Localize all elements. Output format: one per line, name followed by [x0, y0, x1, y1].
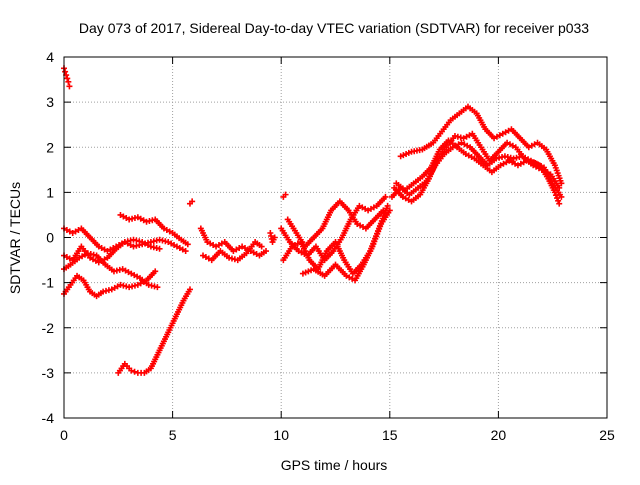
- data-point: [558, 180, 565, 187]
- x-tick-label: 10: [273, 427, 289, 443]
- x-tick-label: 15: [382, 427, 398, 443]
- y-tick-label: -3: [42, 365, 55, 381]
- x-tick-label: 5: [169, 427, 177, 443]
- data-points: [61, 65, 565, 376]
- y-tick-label: 0: [46, 230, 54, 246]
- data-point: [189, 198, 196, 205]
- data-point: [131, 368, 138, 375]
- data-point: [380, 207, 387, 214]
- data-point: [186, 286, 193, 293]
- series-s12: [280, 191, 289, 200]
- y-tick-label: 4: [46, 49, 54, 65]
- x-axis-label: GPS time / hours: [281, 457, 388, 473]
- data-point: [154, 284, 161, 291]
- data-point: [382, 193, 389, 200]
- series-s4: [61, 250, 161, 291]
- data-point: [182, 248, 189, 255]
- series-s8: [186, 198, 196, 207]
- series-s15: [284, 198, 387, 250]
- data-point: [556, 200, 563, 207]
- y-tick-label: -2: [42, 320, 55, 336]
- series-s16: [299, 207, 393, 284]
- data-point: [558, 193, 565, 200]
- y-tick-label: -4: [42, 410, 55, 426]
- data-point: [386, 207, 393, 214]
- data-point: [66, 83, 73, 90]
- data-point: [262, 248, 269, 255]
- data-point: [64, 75, 71, 82]
- series-s5: [61, 268, 159, 300]
- y-tick-label: 3: [46, 94, 54, 110]
- series-s11: [267, 229, 278, 246]
- series-s10: [200, 239, 265, 264]
- data-point: [65, 78, 72, 85]
- series-s6: [115, 286, 193, 376]
- series-s7: [117, 211, 191, 248]
- y-tick-label: 2: [46, 139, 54, 155]
- axis-ticks: 0 5 10 15 20 25 -4 -3 -2 -1 0 1 2 3 4: [42, 49, 615, 443]
- data-point: [282, 191, 289, 198]
- data-point: [384, 202, 391, 209]
- y-tick-label: 1: [46, 184, 54, 200]
- data-point: [271, 234, 278, 241]
- series-s20: [397, 103, 565, 187]
- data-point: [258, 243, 265, 250]
- data-point: [128, 367, 135, 374]
- data-point: [62, 68, 69, 75]
- data-point: [152, 268, 159, 275]
- series-s9: [197, 225, 269, 259]
- grid: [64, 57, 607, 418]
- x-tick-label: 0: [60, 427, 68, 443]
- data-point: [156, 245, 163, 252]
- data-point: [554, 195, 561, 202]
- data-point: [184, 241, 191, 248]
- y-axis-label: SDTVAR / TECUs: [7, 182, 23, 294]
- series-s19: [393, 137, 565, 200]
- y-tick-label: -1: [42, 275, 55, 291]
- chart-title: Day 073 of 2017, Sidereal Day-to-day VTE…: [79, 20, 589, 36]
- data-point: [555, 197, 562, 204]
- x-tick-label: 20: [491, 427, 507, 443]
- x-tick-label: 25: [599, 427, 615, 443]
